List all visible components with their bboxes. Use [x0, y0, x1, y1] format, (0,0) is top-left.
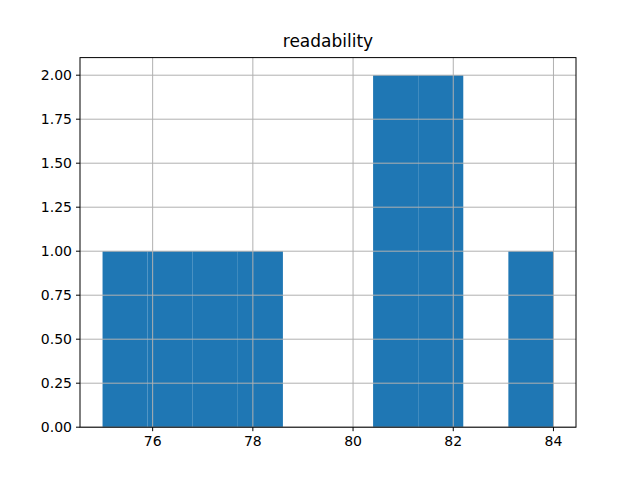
matplotlib-figure: 76 78 80 82 84 0.00 0.25 0.50 0.75 1.00 1.25 1.50 1.…	[0, 0, 640, 480]
y-tick-label: 0.75	[41, 287, 72, 303]
y-tick-label: 1.75	[41, 111, 72, 127]
x-tick-label: 82	[444, 433, 462, 449]
x-tick-label: 84	[545, 433, 563, 449]
y-tick-label: 1.25	[41, 199, 72, 215]
y-tick-label: 0.00	[41, 419, 72, 435]
y-tick-label: 1.50	[41, 155, 72, 171]
x-tick-label: 76	[144, 433, 162, 449]
x-tick-label: 78	[244, 433, 262, 449]
x-tick-label: 80	[344, 433, 362, 449]
y-tick-label: 0.50	[41, 331, 72, 347]
chart-title: readability	[283, 31, 373, 51]
y-tick-label: 1.00	[41, 243, 72, 259]
histogram-chart: 76 78 80 82 84 0.00 0.25 0.50 0.75 1.00 1.25 1.50 1.…	[0, 0, 640, 480]
y-tick-label: 2.00	[41, 67, 72, 83]
y-tick-label: 0.25	[41, 375, 72, 391]
